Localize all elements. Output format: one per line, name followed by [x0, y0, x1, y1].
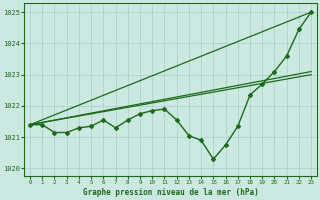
- X-axis label: Graphe pression niveau de la mer (hPa): Graphe pression niveau de la mer (hPa): [83, 188, 259, 197]
